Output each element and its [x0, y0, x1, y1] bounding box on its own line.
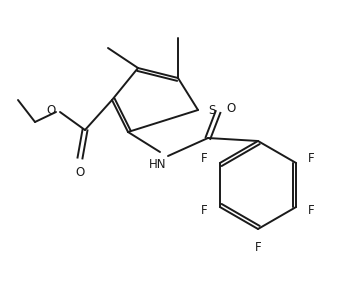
Text: F: F [308, 205, 315, 218]
Text: F: F [201, 152, 208, 166]
Text: O: O [226, 102, 235, 115]
Text: S: S [208, 104, 215, 117]
Text: F: F [308, 152, 315, 166]
Text: O: O [75, 166, 85, 179]
Text: HN: HN [149, 158, 167, 171]
Text: O: O [47, 104, 56, 117]
Text: F: F [201, 205, 208, 218]
Text: F: F [255, 241, 261, 254]
